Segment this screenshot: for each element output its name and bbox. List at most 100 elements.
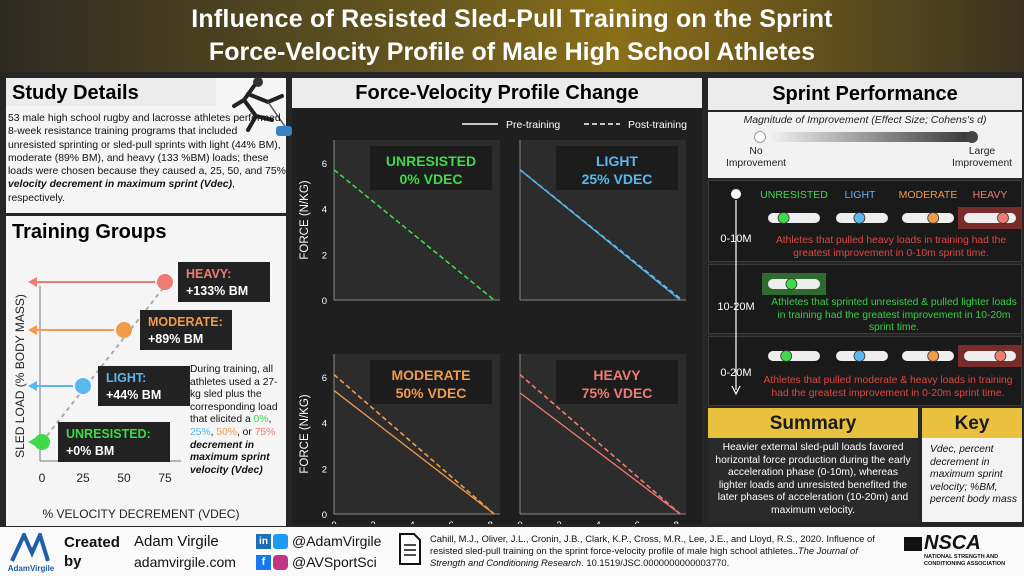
fv-x-tick: 6 <box>635 520 640 524</box>
fv-post-line <box>519 169 683 301</box>
summary-text: Heavier external sled-pull loads favored… <box>715 442 911 516</box>
fv-panel-name: MODERATE <box>391 367 470 383</box>
fv-x-tick: 8 <box>488 520 493 524</box>
author-site[interactable]: adamvirgile.com <box>134 554 236 570</box>
footer: AdamVirgile Created by Adam Virgile adam… <box>0 527 1024 576</box>
group-load: +44% BM <box>106 388 161 402</box>
document-icon <box>399 533 421 565</box>
fv-panel-label-box <box>556 360 678 404</box>
group-load: +89% BM <box>148 332 203 346</box>
sprint-col-label: UNRESISTED <box>760 189 828 201</box>
fv-panel-sub: 50% VDEC <box>396 385 467 401</box>
av-logo-icon <box>10 533 50 562</box>
fv-panel-name: UNRESISTED <box>386 153 476 169</box>
fv-panel-sub: 75% VDEC <box>582 385 653 401</box>
title-banner: Influence of Resisted Sled-Pull Training… <box>0 0 1024 72</box>
key-panel: Key Vdec, percent decrement in maximum s… <box>922 408 1022 522</box>
group-point <box>75 378 91 394</box>
fv-x-tick: 8 <box>674 520 679 524</box>
fv-panel-name: LIGHT <box>596 153 638 169</box>
sprint-note-0-10: Athletes that pulled heavy loads in trai… <box>775 235 1007 259</box>
group-name: HEAVY: <box>186 267 231 281</box>
group-arrow-head <box>28 381 37 391</box>
summary-title: Summary <box>708 408 918 438</box>
key-title: Key <box>922 408 1022 438</box>
sprint-bar <box>964 351 1016 361</box>
legend-pre: Pre-training <box>506 119 560 131</box>
fv-panel-label-box <box>556 146 678 190</box>
handle-avsportsci[interactable]: @AVSportSci <box>292 554 377 570</box>
sprint-level-dot <box>927 350 940 362</box>
study-details-title: Study Details <box>6 78 216 106</box>
group-arrow-head <box>28 277 37 287</box>
magnitude-gradient-bar <box>756 132 976 142</box>
groups-y-axis-label: SLED LOAD (% BODY MASS) <box>13 294 27 458</box>
fv-title: Force-Velocity Profile Change <box>292 78 702 108</box>
instagram-icon[interactable] <box>273 555 288 570</box>
magnitude-max-dot <box>966 131 978 143</box>
study-text-plain: 53 male high school rugby and lacrosse a… <box>8 113 286 178</box>
group-label-box <box>58 422 170 462</box>
sprint-note-10-20: Athletes that sprinted unresisted & pull… <box>771 297 1017 333</box>
fv-x-tick: 4 <box>409 520 414 524</box>
sprint-performance-chart: UNRESISTED LIGHT MODERATE HEAVY 0-10M 10-20M 0… <box>717 189 1022 396</box>
groups-x-tick: 0 <box>39 471 46 485</box>
group-point <box>116 322 132 338</box>
fv-y-tick: 4 <box>322 419 327 430</box>
force-velocity-panel: Force-Velocity Profile Change Pre-traini… <box>292 78 702 524</box>
improvement-start-dot <box>731 189 741 199</box>
fv-pre-line <box>519 392 681 515</box>
note-pct: , or <box>236 426 255 438</box>
training-groups-panel: Training Groups SLED LOAD (% BODY MASS) … <box>6 216 286 526</box>
training-note-b: decrement in maximum sprint velocity (Vd… <box>190 439 270 476</box>
fv-x-tick: 2 <box>556 520 561 524</box>
fv-y-label: FORCE (N/KG) <box>299 180 311 259</box>
groups-x-axis-label: % VELOCITY DECREMENT (VDEC) <box>43 507 240 521</box>
sprint-level-dot <box>853 350 866 362</box>
fv-panel-sub: 0% VDEC <box>399 171 462 187</box>
fv-y-tick: 0 <box>322 296 327 307</box>
sprint-level-dot <box>994 350 1007 362</box>
group-label-box <box>178 262 270 302</box>
av-logo-text: AdamVirgile <box>7 564 55 573</box>
fv-panel-name: HEAVY <box>593 367 641 383</box>
title-line-1: Influence of Resisted Sled-Pull Training… <box>191 5 833 33</box>
sprint-row-label: 0-20M <box>720 367 751 379</box>
note-pct: 25% <box>190 426 211 438</box>
group-name: LIGHT: <box>106 371 146 385</box>
citation: Cahill, M.J., Oliver, J.L., Cronin, J.B.… <box>430 533 890 569</box>
sprinter-sled-illustration <box>232 77 292 136</box>
fv-y-label: FORCE (N/KG) <box>299 394 311 473</box>
training-note-a: During training, all athletes used a 27-… <box>190 364 278 426</box>
title-line-2: Force-Velocity Profile of Male High Scho… <box>208 38 816 66</box>
sprint-row-label: 10-20M <box>717 301 754 313</box>
magnitude-legend: Magnitude of Improvement (Effect Size; C… <box>708 112 1022 178</box>
groups-x-tick: 25 <box>76 471 90 485</box>
fv-post-line <box>519 373 681 515</box>
facebook-icon[interactable]: f <box>256 555 271 570</box>
sprint-level-dot <box>785 278 798 290</box>
handle-adamvirgile[interactable]: @AdamVirgile <box>292 533 382 549</box>
twitter-icon[interactable] <box>273 534 288 549</box>
linkedin-icon[interactable]: in <box>256 534 271 549</box>
sprint-performance-title: Sprint Performance <box>772 83 958 105</box>
fv-x-tick: 0 <box>517 520 522 524</box>
study-text-end: , respectively. <box>8 179 235 204</box>
training-groups-title: Training Groups <box>12 221 167 243</box>
legend-post: Post-training <box>628 119 687 131</box>
sprint-col-label: HEAVY <box>973 189 1008 201</box>
fv-panel-unresisted: 0 2 4 6 FORCE (N/KG) UNRESISTED 0% VDEC <box>299 140 500 307</box>
group-point <box>34 434 50 450</box>
sprint-bar <box>768 213 820 223</box>
fv-y-tick: 4 <box>322 205 327 216</box>
fv-y-tick: 2 <box>322 250 327 261</box>
groups-x-tick: 50 <box>117 471 131 485</box>
training-note: During training, all athletes used a 27-… <box>190 364 282 477</box>
group-load: +0% BM <box>66 444 114 458</box>
study-details-text: 53 male high school rugby and lacrosse a… <box>8 112 286 205</box>
sprint-level-dot <box>997 212 1009 224</box>
group-label-box <box>98 366 190 406</box>
nsca-subtitle: NATIONAL STRENGTH AND CONDITIONING ASSOC… <box>924 554 1006 567</box>
citation-journal: The Journal of Strength and Conditioning… <box>430 545 858 568</box>
